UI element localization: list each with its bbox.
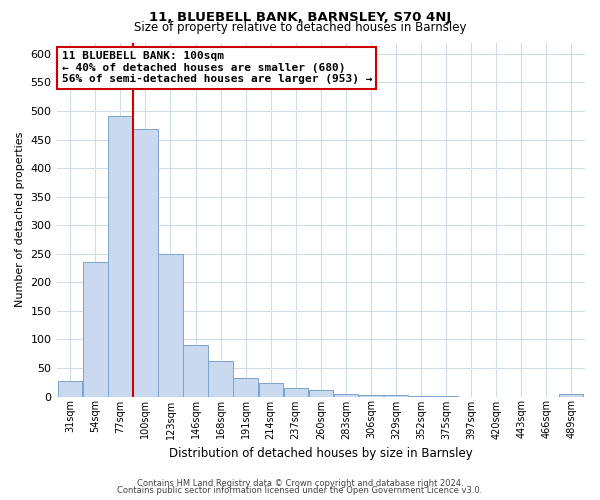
Bar xyxy=(108,116,133,396)
Bar xyxy=(308,390,333,396)
Bar xyxy=(83,262,107,396)
Bar xyxy=(284,388,308,396)
Bar xyxy=(359,395,383,396)
Bar xyxy=(184,345,208,397)
Text: 11, BLUEBELL BANK, BARNSLEY, S70 4NJ: 11, BLUEBELL BANK, BARNSLEY, S70 4NJ xyxy=(149,11,451,24)
Text: Size of property relative to detached houses in Barnsley: Size of property relative to detached ho… xyxy=(134,21,466,34)
Bar xyxy=(559,394,583,396)
Bar xyxy=(133,130,158,396)
Bar xyxy=(208,361,233,396)
Text: Contains HM Land Registry data © Crown copyright and database right 2024.: Contains HM Land Registry data © Crown c… xyxy=(137,478,463,488)
Bar xyxy=(259,383,283,396)
Bar xyxy=(233,378,258,396)
X-axis label: Distribution of detached houses by size in Barnsley: Distribution of detached houses by size … xyxy=(169,447,473,460)
Bar xyxy=(158,254,182,396)
Text: Contains public sector information licensed under the Open Government Licence v3: Contains public sector information licen… xyxy=(118,486,482,495)
Y-axis label: Number of detached properties: Number of detached properties xyxy=(15,132,25,307)
Text: 11 BLUEBELL BANK: 100sqm
← 40% of detached houses are smaller (680)
56% of semi-: 11 BLUEBELL BANK: 100sqm ← 40% of detach… xyxy=(62,51,372,84)
Bar xyxy=(58,381,82,396)
Bar xyxy=(334,394,358,396)
